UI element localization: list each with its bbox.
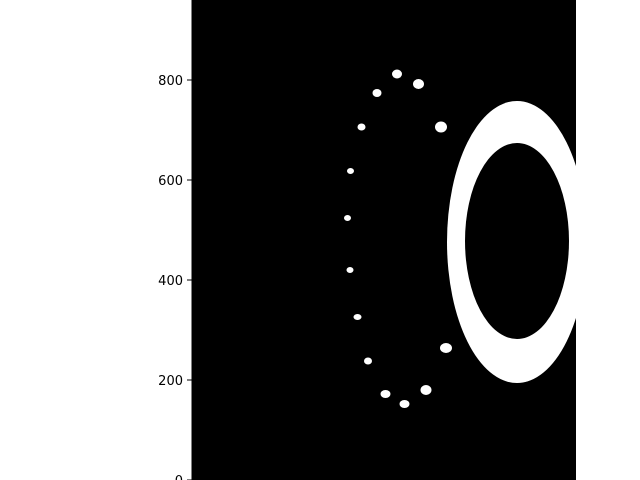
y-tick-label-600: 600 — [158, 174, 183, 189]
y-axis: 0 200 400 600 800 — [158, 0, 193, 480]
blob-5 — [347, 168, 354, 174]
blob-3 — [357, 123, 366, 131]
blob-4 — [435, 121, 447, 133]
ring-inner — [465, 143, 569, 339]
blob-15 — [399, 400, 410, 408]
blob-7 — [344, 215, 351, 221]
blob-8 — [346, 267, 354, 273]
blob-14 — [420, 385, 432, 395]
y-tick-label-200: 200 — [158, 374, 183, 389]
image-layer — [344, 69, 576, 408]
y-tick-label-0: 0 — [175, 474, 183, 480]
blob-2 — [372, 89, 382, 97]
blob-0 — [392, 69, 402, 79]
blob-12 — [364, 357, 372, 365]
blob-1 — [413, 79, 424, 89]
blob-10 — [353, 314, 362, 320]
blob-13 — [380, 390, 391, 398]
y-tick-label-800: 800 — [158, 74, 183, 89]
blob-9 — [455, 274, 469, 286]
y-tick-label-400: 400 — [158, 274, 183, 289]
blob-11 — [440, 343, 452, 353]
blob-6 — [452, 193, 465, 205]
